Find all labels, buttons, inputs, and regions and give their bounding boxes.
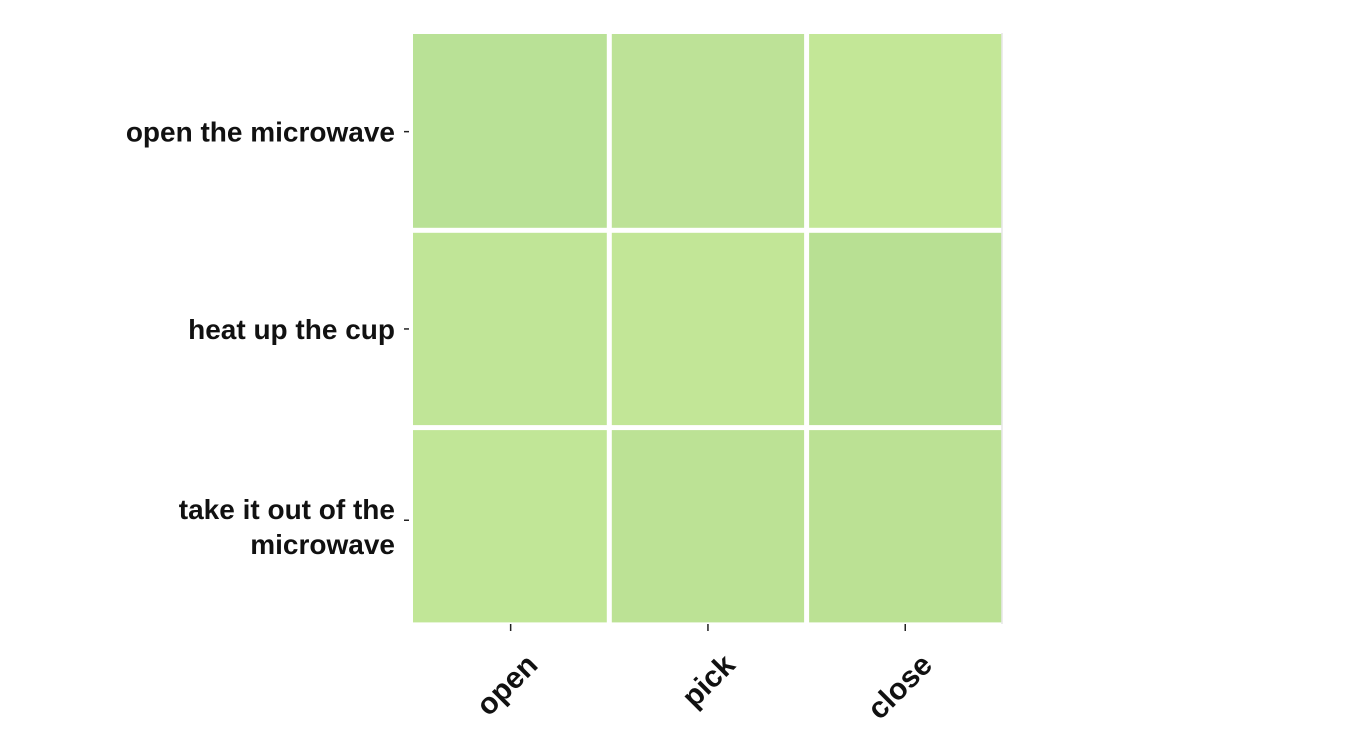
heatmap-cell-r1-c2 [809,232,1002,426]
y-tick-label: heat up the cup [188,314,395,345]
x-tick-label: open [470,648,544,722]
ticks-layer [404,130,906,631]
heatmap-cell-r0-c0 [413,34,607,228]
heatmap-cell-r0-c1 [611,34,805,228]
heatmap-cell-r2-c1 [611,430,805,623]
y-tick-label-line: take it out of the [179,493,395,524]
y-tick-label-line: heat up the cup [188,314,395,345]
y-tick-label-line: microwave [250,528,395,559]
heatmap-cell-r1-c1 [611,232,805,426]
heatmap-cell-r1-c0 [413,232,607,426]
heatmap-cell-r2-c0 [413,430,607,623]
y-tick-label: open the microwave [126,116,395,147]
cells-layer [413,34,1002,623]
x-tick-label: close [861,648,939,726]
x-tick-label: pick [676,648,742,714]
heatmap-cell-r0-c2 [809,34,1002,228]
y-tick-label: take it out of the microwave [179,493,395,559]
y-tick-label-line: open the microwave [126,116,395,147]
heatmap-cell-r2-c2 [809,430,1002,623]
